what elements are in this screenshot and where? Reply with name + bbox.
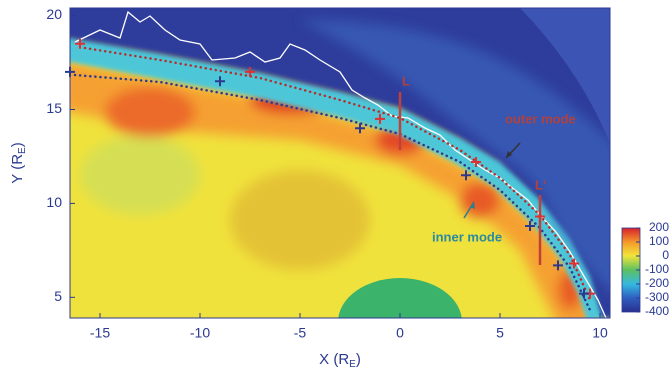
colorbar-tick-label: -400 [645, 304, 669, 318]
y-tick-label: 10 [46, 194, 62, 210]
y-tick-label: 5 [54, 288, 62, 304]
x-tick-label: 0 [396, 325, 404, 341]
annotation: L [402, 73, 410, 88]
marker [579, 288, 589, 299]
y-tick-label: 20 [46, 6, 62, 22]
annotation: outer mode [505, 111, 576, 126]
y-axis-label: Y (RE) [9, 142, 28, 183]
colorbar-tick-label: 0 [662, 248, 669, 262]
marker [75, 38, 85, 49]
marker [535, 211, 545, 222]
marker [471, 157, 481, 168]
marker [461, 170, 471, 181]
x-tick-label: -10 [190, 325, 210, 341]
marker [553, 260, 563, 271]
marker [65, 66, 75, 77]
marker [355, 123, 365, 134]
marker [525, 220, 535, 231]
field [70, 8, 610, 318]
y-tick-label: 15 [46, 100, 62, 116]
colorbar-tick-label: 200 [649, 220, 669, 234]
annotation: inner mode [432, 229, 502, 244]
colorbar-tick-label: 100 [649, 234, 669, 248]
marker [215, 76, 225, 87]
x-tick-label: 5 [496, 325, 504, 341]
marker [569, 258, 579, 269]
marker [245, 66, 255, 77]
x-tick-label: 10 [592, 325, 608, 341]
colorbar-tick-label: -200 [645, 276, 669, 290]
x-tick-label: -5 [294, 325, 307, 341]
annotation: L' [535, 177, 546, 192]
colorbar-tick-label: -300 [645, 290, 669, 304]
plot-frame [69, 7, 611, 319]
colorbar-tick-label: -100 [645, 262, 669, 276]
marker [375, 113, 385, 124]
x-tick-label: -15 [90, 325, 110, 341]
x-axis-label: X (RE) [319, 351, 361, 370]
